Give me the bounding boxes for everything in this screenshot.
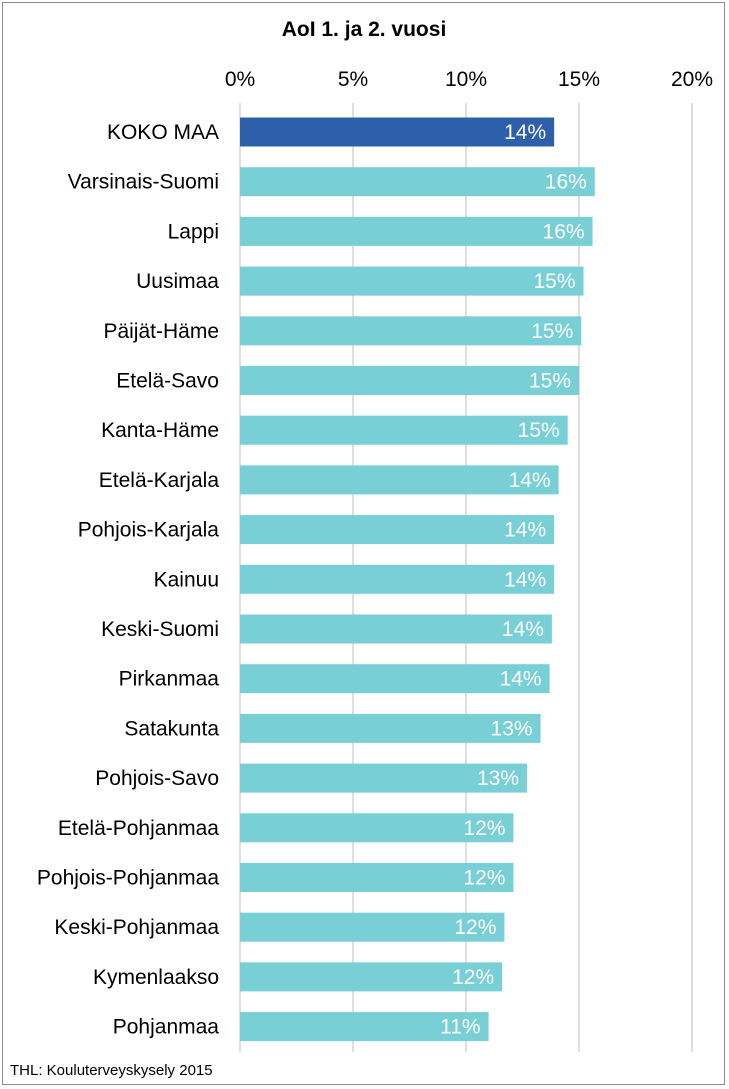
- bars: KOKO MAA 14% Varsinais-Suomi 16% Lappi 16% Uus…: [37, 117, 595, 1042]
- data-label: 15%: [533, 270, 575, 293]
- category-label: Pirkanmaa: [119, 668, 220, 691]
- bar: [240, 962, 503, 992]
- bar: [240, 415, 568, 445]
- data-label: 12%: [454, 916, 496, 939]
- bar: [240, 117, 555, 147]
- category-label: Etelä-Karjala: [99, 469, 220, 492]
- data-label: 13%: [477, 767, 519, 790]
- bar: [240, 863, 514, 892]
- data-label: 12%: [463, 817, 505, 840]
- bar-group: Päijät-Häme 15%: [103, 316, 582, 346]
- bar: [240, 316, 582, 346]
- bar: [240, 1012, 489, 1042]
- category-label: Keski-Pohjanmaa: [54, 916, 219, 939]
- data-label: 14%: [504, 519, 546, 542]
- bar: [240, 167, 595, 197]
- bar: [240, 763, 528, 793]
- bar: [240, 664, 550, 694]
- x-tick-label: 20%: [671, 68, 713, 91]
- data-label: 14%: [509, 469, 551, 492]
- data-label: 14%: [504, 568, 546, 591]
- bar: [240, 216, 593, 246]
- data-label: 14%: [500, 668, 542, 691]
- category-label: Etelä-Pohjanmaa: [58, 817, 219, 840]
- bar: [240, 266, 584, 296]
- category-label: Uusimaa: [136, 270, 219, 293]
- category-label: Kanta-Häme: [101, 419, 219, 442]
- source-note: THL: Kouluterveyskysely 2015: [10, 1062, 213, 1079]
- category-label: Pohjois-Pohjanmaa: [37, 867, 219, 890]
- bar-group: Pirkanmaa 14%: [119, 664, 550, 694]
- bar-group: Uusimaa 15%: [136, 266, 584, 296]
- bar-group: Etelä-Karjala 14%: [99, 465, 559, 495]
- data-label: 12%: [463, 867, 505, 890]
- bar-group: Etelä-Savo 15%: [116, 366, 579, 395]
- bar-group: Keski-Suomi 14%: [101, 614, 552, 644]
- category-label: Lappi: [168, 220, 219, 243]
- bar-group: Lappi 16%: [168, 216, 593, 246]
- bar-group: Etelä-Pohjanmaa 12%: [58, 813, 514, 843]
- bar-group: Kymenlaakso 12%: [93, 962, 503, 992]
- bar-group: Keski-Pohjanmaa 12%: [54, 912, 505, 942]
- category-label: Kymenlaakso: [93, 966, 219, 989]
- data-label: 12%: [452, 966, 494, 989]
- bar: [240, 713, 541, 743]
- category-label: Pohjanmaa: [113, 1016, 220, 1039]
- bar: [240, 465, 559, 495]
- category-label: Varsinais-Suomi: [68, 171, 219, 194]
- data-label: 15%: [531, 320, 573, 343]
- bar-group: Pohjois-Karjala 14%: [78, 515, 555, 545]
- bar-group: Kanta-Häme 15%: [101, 415, 568, 445]
- data-label: 15%: [529, 370, 571, 393]
- category-label: KOKO MAA: [107, 121, 219, 144]
- x-tick-label: 0%: [225, 68, 255, 91]
- category-label: Pohjois-Karjala: [78, 519, 220, 542]
- x-tick-label: 15%: [558, 68, 600, 91]
- bar-group: Pohjanmaa 11%: [113, 1012, 489, 1042]
- bar-group: Kainuu 14%: [154, 564, 555, 594]
- x-tick-label: 10%: [445, 68, 487, 91]
- data-label: 16%: [543, 220, 585, 243]
- bar: [240, 515, 555, 545]
- data-label: 16%: [545, 171, 587, 194]
- bar-group: Satakunta 13%: [124, 713, 541, 743]
- x-axis-ticks: 0% 5% 10% 15% 20%: [225, 68, 713, 91]
- category-label: Etelä-Savo: [116, 370, 219, 393]
- category-label: Kainuu: [154, 568, 219, 591]
- data-label: 11%: [440, 1016, 480, 1039]
- bar-group: KOKO MAA 14%: [107, 117, 555, 147]
- data-label: 13%: [491, 717, 533, 740]
- x-tick-label: 5%: [338, 68, 368, 91]
- bar: [240, 614, 552, 644]
- category-label: Päijät-Häme: [103, 320, 219, 343]
- category-label: Pohjois-Savo: [95, 767, 219, 790]
- bar: [240, 813, 514, 843]
- data-label: 14%: [502, 618, 544, 641]
- category-label: Satakunta: [124, 717, 219, 740]
- data-label: 15%: [518, 419, 560, 442]
- data-label: 14%: [504, 121, 546, 144]
- bar: [240, 366, 579, 395]
- bar: [240, 912, 505, 942]
- bar-group: Pohjois-Savo 13%: [95, 763, 528, 793]
- category-label: Keski-Suomi: [101, 618, 219, 641]
- bar-group: Pohjois-Pohjanmaa 12%: [37, 863, 514, 892]
- chart-title: AoI 1. ja 2. vuosi: [282, 18, 447, 41]
- bar: [240, 564, 555, 594]
- bar-group: Varsinais-Suomi 16%: [68, 167, 595, 197]
